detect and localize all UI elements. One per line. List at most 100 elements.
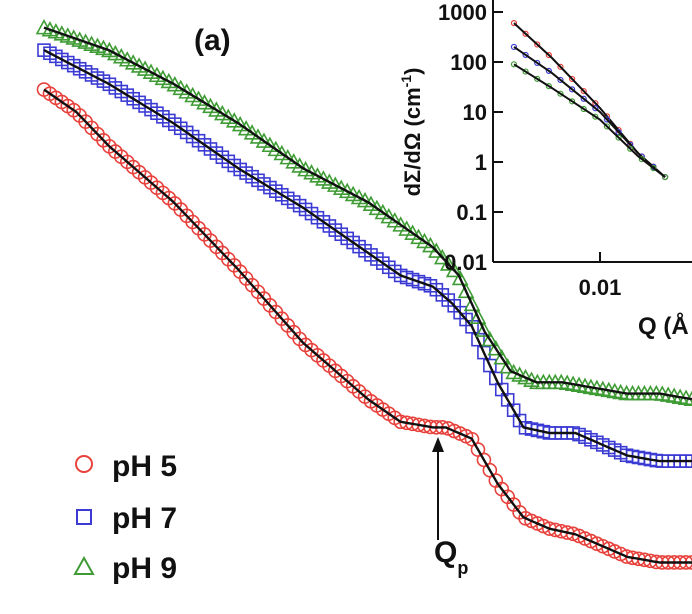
inset-point-ph7 [568,86,576,93]
inset-ytick-label: 100 [450,50,487,75]
fit-line-ph5 [43,88,692,564]
inset-point-ph9 [568,98,576,105]
legend-marker-ph5 [75,455,93,473]
data-point-ph9 [374,203,392,220]
data-point-ph9 [237,120,255,136]
data-point-ph9 [35,18,53,35]
inset-point-ph5 [522,30,529,37]
inset-ytick-label: 10 [463,100,487,125]
inset-ytick-label: 1 [475,150,487,175]
data-point-ph9 [261,136,279,153]
legend-label-ph9: pH 9 [112,552,177,585]
inset-point-ph9 [603,123,611,130]
inset-point-ph9 [638,156,645,163]
data-point-ph9 [445,261,463,278]
main-plot [35,18,692,570]
data-point-ph9 [255,132,273,148]
inset-point-ph9 [545,83,552,90]
data-point-ph9 [273,144,291,161]
inset-xtick-label: 0.01 [579,275,622,300]
qp-subscript: p [457,558,468,578]
inset-point-ph9 [661,173,669,181]
data-point-ph9 [475,321,493,337]
inset-point-ph7 [510,43,518,51]
data-point-ph9 [285,153,303,169]
data-point-ph9 [416,232,433,249]
inset-y-ticks: 1000 100 10 1 0.1 0.01 [438,0,503,275]
inset-point-ph7 [580,95,587,102]
inset-background [493,0,692,262]
inset-point-ph5 [580,87,587,95]
qp-arrow-head [432,437,444,452]
data-point-ph9 [279,148,297,165]
data-point-ph9 [243,124,261,140]
inset-point-ph5 [545,52,552,59]
data-point-ph9 [428,242,445,258]
data-point-ph9 [410,228,427,245]
inset-point-ph7 [545,67,552,74]
legend-marker-ph9 [73,555,95,575]
inset-point-ph9 [592,113,599,120]
data-point-ph7 [483,358,497,373]
inset-point-ph7 [627,141,634,148]
legend: pH 5 pH 7 pH 9 [73,450,177,585]
qp-annotation: Qp [432,437,468,578]
inset-point-ph7 [557,76,564,84]
data-point-ph9 [291,157,308,173]
data-point-ph9 [451,269,469,286]
data-point-ph9 [386,212,404,228]
inset-y-axis-superscript: -1 [398,75,414,88]
data-point-ph9 [362,195,380,212]
inset-series [510,19,669,181]
legend-marker-ph7 [76,509,92,525]
inset-point-ph9 [627,145,634,152]
inset-point-ph9 [522,68,529,75]
inset-point-ph7 [603,116,611,123]
inset-ytick-label: 0.1 [456,200,487,225]
fit-line-ph7 [43,49,692,463]
data-point-ph9 [398,220,415,236]
data-point-ph9 [249,128,267,144]
legend-label-ph7: pH 7 [112,502,177,535]
data-point-ph9 [457,282,475,299]
data-point-ph9 [225,112,243,128]
inset-point-ph7 [522,51,529,59]
inset-point-ph7 [592,105,599,112]
data-point-ph9 [469,308,487,324]
legend-label-ph5: pH 5 [112,450,177,483]
data-point-ph9 [267,140,285,157]
inset-point-ph9 [615,134,622,141]
inset-point-ph9 [534,75,541,82]
data-point-ph9 [392,216,410,232]
data-point-ph9 [493,348,511,365]
inset-point-ph5 [510,19,518,27]
data-point-ph9 [380,207,398,224]
data-point-ph9 [463,295,481,312]
inset-ytick-label: 1000 [438,0,487,25]
inset-point-ph9 [580,105,587,113]
data-point-ph9 [231,115,249,132]
data-point-ph9 [481,330,499,347]
inset: 1000 100 10 1 0.1 0.01 0.01 Q (Å dΣ/dΩ (cm-1) [398,0,692,340]
inset-point-ph7 [534,59,541,67]
inset-x-axis-label: Q (Å [638,312,689,340]
inset-point-ph9 [510,61,518,68]
data-point-ph9 [368,199,386,216]
inset-point-ph5 [534,41,541,48]
data-point-ph9 [433,248,451,265]
inset-fit-ph7 [513,46,666,178]
inset-fit-ph9 [513,63,666,178]
data-point-ph9 [439,255,457,271]
inset-y-axis-close: ) [400,68,425,75]
inset-point-ph9 [650,165,657,172]
inset-y-axis-label: dΣ/dΩ (cm-1) [398,68,425,197]
fit-line-ph9 [43,26,692,401]
inset-point-ph9 [557,90,564,97]
data-point-ph9 [422,236,439,253]
qp-label: Qp [434,536,468,578]
inset-ytick-label: 0.01 [444,250,487,275]
inset-point-ph5 [557,63,564,70]
data-point-ph9 [404,224,421,240]
data-point-ph9 [499,358,517,374]
